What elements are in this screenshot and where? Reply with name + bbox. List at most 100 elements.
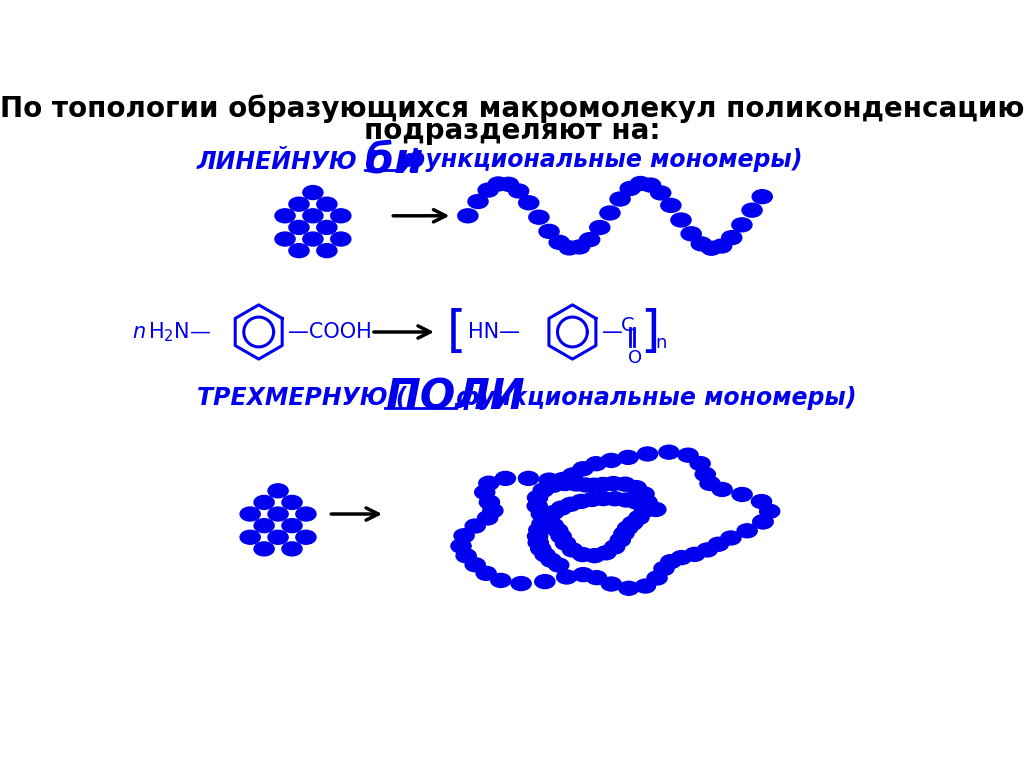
Ellipse shape [531, 517, 552, 531]
Text: ЛИНЕЙНУЮ (: ЛИНЕЙНУЮ ( [197, 146, 377, 173]
Ellipse shape [268, 507, 288, 521]
Ellipse shape [681, 227, 701, 241]
Text: би: би [365, 139, 423, 181]
Ellipse shape [585, 548, 604, 563]
Ellipse shape [613, 526, 634, 541]
Ellipse shape [289, 244, 309, 258]
Ellipse shape [555, 476, 574, 491]
Ellipse shape [303, 209, 323, 222]
Ellipse shape [573, 568, 593, 581]
Ellipse shape [571, 495, 591, 509]
Ellipse shape [672, 551, 691, 565]
Ellipse shape [658, 445, 679, 459]
Ellipse shape [478, 183, 499, 197]
Ellipse shape [631, 176, 650, 190]
Ellipse shape [721, 531, 741, 545]
Text: $n$: $n$ [132, 322, 146, 342]
Text: По топологии образующихся макромолекул поликонденсацию: По топологии образующихся макромолекул п… [0, 94, 1024, 123]
Ellipse shape [695, 467, 716, 482]
Ellipse shape [601, 577, 622, 591]
Ellipse shape [518, 472, 539, 486]
Ellipse shape [637, 495, 657, 509]
Ellipse shape [544, 505, 563, 519]
Ellipse shape [240, 507, 260, 521]
Ellipse shape [709, 537, 728, 551]
Ellipse shape [700, 476, 720, 490]
Ellipse shape [479, 476, 499, 490]
Ellipse shape [697, 543, 718, 557]
Ellipse shape [572, 548, 593, 561]
Ellipse shape [476, 566, 497, 581]
Ellipse shape [275, 232, 295, 246]
Ellipse shape [528, 535, 548, 550]
Ellipse shape [575, 478, 596, 492]
Ellipse shape [254, 542, 274, 556]
Ellipse shape [646, 502, 666, 516]
Ellipse shape [282, 542, 302, 556]
Text: O: O [628, 349, 642, 367]
Text: —: — [602, 322, 623, 342]
Ellipse shape [490, 574, 511, 588]
Ellipse shape [737, 524, 757, 538]
Ellipse shape [638, 447, 657, 461]
Ellipse shape [760, 505, 779, 518]
Ellipse shape [596, 546, 616, 560]
Ellipse shape [566, 477, 586, 491]
Text: функциональные мономеры): функциональные мономеры) [457, 386, 857, 410]
Ellipse shape [615, 477, 635, 491]
Ellipse shape [587, 571, 606, 584]
Ellipse shape [732, 488, 753, 502]
Ellipse shape [543, 479, 563, 492]
Ellipse shape [499, 177, 518, 191]
Ellipse shape [660, 199, 681, 212]
Ellipse shape [617, 521, 638, 535]
Ellipse shape [605, 492, 625, 505]
Ellipse shape [296, 530, 316, 545]
Ellipse shape [268, 530, 288, 545]
Ellipse shape [458, 209, 478, 222]
Ellipse shape [691, 237, 712, 251]
Ellipse shape [654, 561, 674, 575]
Ellipse shape [534, 483, 553, 497]
Ellipse shape [303, 186, 323, 199]
Ellipse shape [627, 495, 647, 509]
Ellipse shape [678, 448, 698, 463]
Ellipse shape [586, 456, 606, 471]
Ellipse shape [569, 240, 590, 254]
Ellipse shape [551, 529, 571, 543]
Ellipse shape [528, 523, 549, 537]
Ellipse shape [316, 197, 337, 211]
Ellipse shape [254, 495, 274, 509]
Ellipse shape [634, 487, 654, 501]
Ellipse shape [275, 209, 295, 222]
Ellipse shape [268, 484, 288, 498]
Ellipse shape [477, 511, 498, 525]
Ellipse shape [593, 492, 613, 505]
Ellipse shape [690, 456, 711, 470]
Ellipse shape [555, 536, 575, 550]
Ellipse shape [671, 213, 691, 227]
Ellipse shape [511, 577, 531, 591]
Ellipse shape [573, 462, 593, 476]
Text: ТРЕХМЕРНУЮ (: ТРЕХМЕРНУЮ ( [197, 386, 407, 410]
Ellipse shape [465, 558, 485, 571]
Ellipse shape [488, 177, 508, 191]
Ellipse shape [496, 472, 515, 486]
Ellipse shape [527, 529, 548, 543]
Ellipse shape [618, 450, 638, 464]
Ellipse shape [753, 189, 772, 204]
Ellipse shape [563, 468, 583, 482]
Ellipse shape [603, 476, 624, 491]
Text: H$_2$N—: H$_2$N— [147, 320, 211, 344]
Ellipse shape [753, 515, 773, 528]
Ellipse shape [544, 518, 563, 532]
Ellipse shape [712, 482, 732, 496]
Ellipse shape [289, 220, 309, 235]
Ellipse shape [626, 481, 646, 495]
Text: n: n [655, 334, 667, 352]
Text: ПОЛИ: ПОЛИ [385, 377, 524, 419]
Ellipse shape [254, 518, 274, 532]
Ellipse shape [616, 493, 636, 507]
Ellipse shape [635, 579, 655, 593]
Ellipse shape [519, 196, 539, 209]
